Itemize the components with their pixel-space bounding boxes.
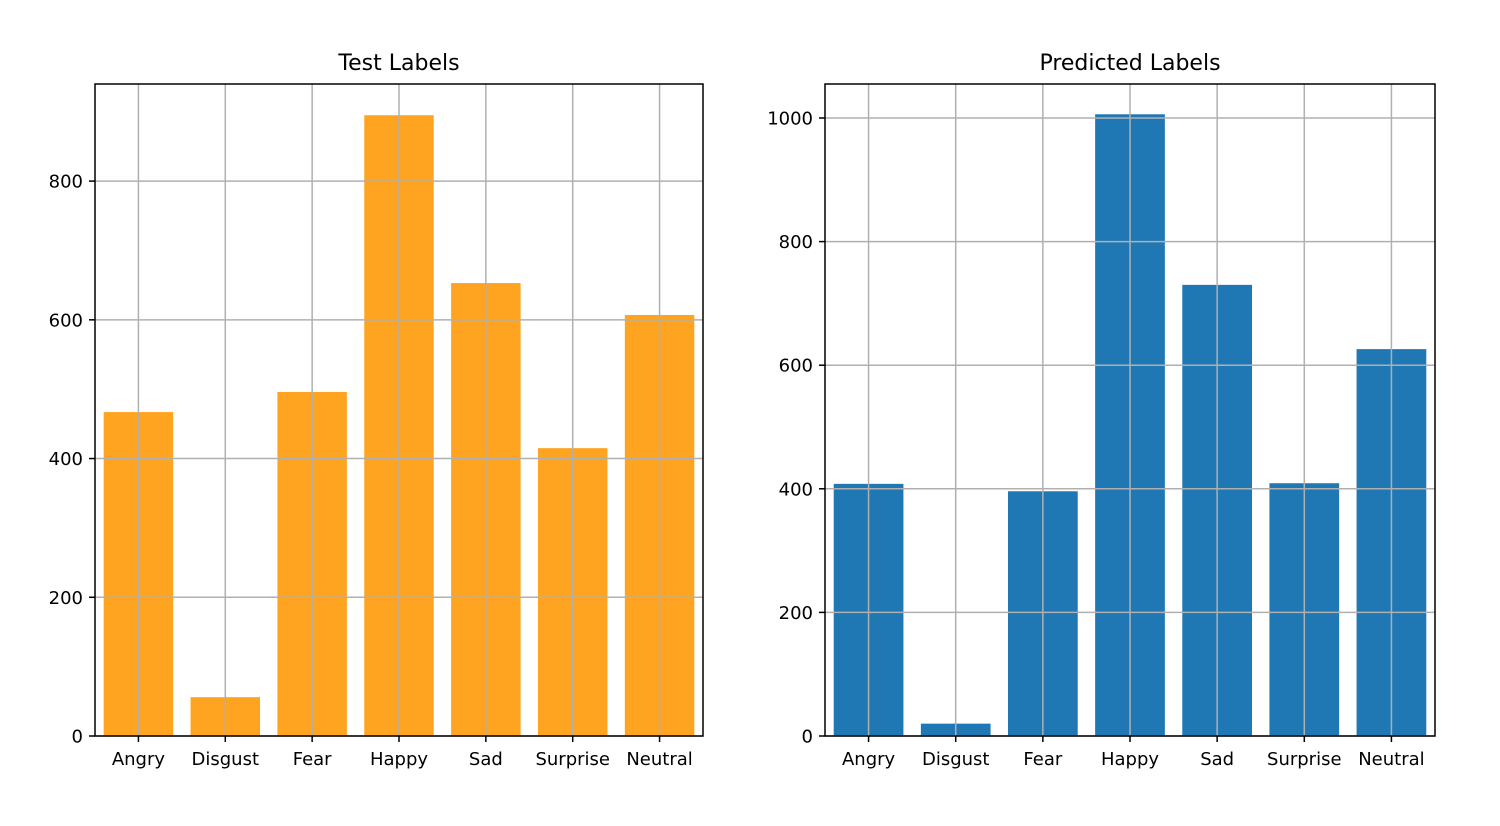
y-tick-label: 600 [49,310,83,331]
x-tick-label-disgust: Disgust [922,749,990,770]
y-tick-label: 0 [72,727,83,748]
x-tick-label-neutral: Neutral [626,749,692,770]
x-tick-label-fear: Fear [1023,749,1062,770]
y-tick-label: 0 [802,727,813,748]
x-tick-label-disgust: Disgust [192,749,260,770]
x-tick-label-surprise: Surprise [1267,749,1342,770]
x-tick-label-fear: Fear [293,749,332,770]
chart-title: Predicted Labels [1039,51,1220,76]
y-tick-label: 200 [779,603,813,624]
test-labels-chart: 0 200 400 600 800 Angry Disgust Fear Happy Sad Sur… [49,51,704,770]
x-tick-label-angry: Angry [842,749,896,770]
x-tick-label-sad: Sad [469,749,503,770]
x-tick-label-surprise: Surprise [535,749,610,770]
y-tick-label: 800 [49,172,83,193]
y-tick-label: 400 [779,479,813,500]
x-tick-label-neutral: Neutral [1358,749,1424,770]
chart-title: Test Labels [337,51,459,76]
x-tick-label-happy: Happy [370,749,428,770]
y-tick-label: 200 [49,588,83,609]
y-tick-label: 600 [779,356,813,377]
x-tick-label-happy: Happy [1101,749,1159,770]
x-tick-label-sad: Sad [1200,749,1234,770]
y-tick-label: 1000 [767,108,813,129]
y-tick-label: 400 [49,449,83,470]
predicted-labels-chart: 0 200 400 600 800 1000 Angry Disgust Fear Happy Sa… [767,51,1436,770]
y-tick-label: 800 [779,232,813,253]
x-tick-label-angry: Angry [112,749,166,770]
